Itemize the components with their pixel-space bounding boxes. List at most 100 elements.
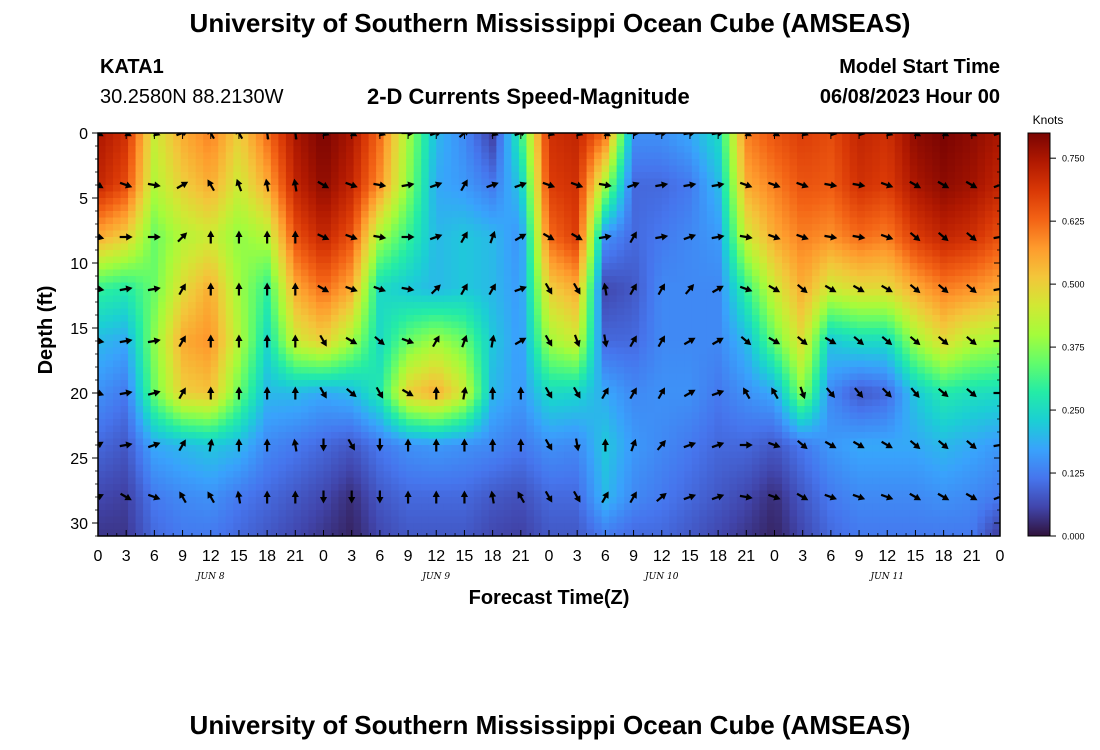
heat-cell xyxy=(691,503,700,511)
heat-cell xyxy=(323,458,332,466)
heat-cell xyxy=(391,477,400,485)
heat-cell xyxy=(120,328,129,336)
heat-cell xyxy=(594,393,603,401)
heat-cell xyxy=(413,243,422,251)
heat-cell xyxy=(218,419,227,427)
heat-cell xyxy=(285,230,295,238)
heat-cell xyxy=(533,139,543,147)
heat-cell xyxy=(233,399,242,407)
heat-cell xyxy=(323,133,332,141)
heat-cell xyxy=(549,263,558,271)
heat-cell xyxy=(413,471,422,479)
heat-cell xyxy=(240,321,249,329)
heat-cell xyxy=(293,172,302,180)
heat-cell xyxy=(466,302,475,310)
heat-cell xyxy=(541,152,550,160)
heat-cell xyxy=(113,360,122,368)
heat-cell xyxy=(225,165,234,173)
heat-cell xyxy=(233,529,242,536)
heat-cell xyxy=(165,165,174,173)
heat-cell xyxy=(571,263,580,271)
heat-cell xyxy=(639,367,648,375)
heat-cell xyxy=(165,406,174,414)
heat-cell xyxy=(541,315,550,323)
heat-cell xyxy=(120,341,129,349)
heat-cell xyxy=(278,484,287,492)
heat-cell xyxy=(609,276,618,284)
heat-cell xyxy=(128,523,137,531)
heat-cell xyxy=(225,152,234,160)
heat-cell xyxy=(158,315,167,323)
heat-cell xyxy=(624,393,633,401)
heat-cell xyxy=(458,464,467,472)
heat-cell xyxy=(150,484,159,492)
heat-cell xyxy=(98,360,107,368)
heat-cell xyxy=(323,269,332,277)
heat-cell xyxy=(639,263,648,271)
heat-cell xyxy=(661,237,670,245)
heat-cell xyxy=(383,315,392,323)
heat-cell xyxy=(616,152,625,160)
heat-cell xyxy=(383,289,392,297)
heat-cell xyxy=(451,204,460,212)
heat-cell xyxy=(451,282,460,290)
heat-cell xyxy=(285,133,295,141)
heat-cell xyxy=(616,230,625,238)
heat-cell xyxy=(383,503,392,511)
heat-cell xyxy=(579,451,588,459)
heat-cell xyxy=(218,503,227,511)
heat-cell xyxy=(549,393,558,401)
heat-cell xyxy=(503,451,513,459)
heat-cell xyxy=(684,204,693,212)
heat-cell xyxy=(218,198,227,206)
heat-cell xyxy=(488,523,497,531)
heat-cell xyxy=(135,198,144,206)
heat-cell xyxy=(669,152,678,160)
heat-cell xyxy=(173,165,182,173)
heat-cell xyxy=(285,412,295,420)
heat-cell xyxy=(684,380,693,388)
heat-cell xyxy=(684,295,693,303)
heat-cell xyxy=(609,425,618,433)
heat-cell xyxy=(180,224,189,232)
heat-cell xyxy=(586,523,595,531)
heat-cell xyxy=(210,490,219,498)
heat-cell xyxy=(300,367,310,375)
heat-cell xyxy=(135,139,144,147)
heat-cell xyxy=(383,529,392,536)
heat-cell xyxy=(391,360,400,368)
heat-cell xyxy=(308,159,317,167)
heat-cell xyxy=(98,523,107,531)
heat-cell xyxy=(353,178,362,186)
heat-cell xyxy=(579,185,588,193)
heat-cell xyxy=(616,412,625,420)
heat-cell xyxy=(203,484,212,492)
heat-cell xyxy=(105,451,114,459)
heat-cell xyxy=(353,185,362,193)
heat-cell xyxy=(556,237,565,245)
heat-cell xyxy=(383,373,392,381)
heat-cell xyxy=(308,276,317,284)
heat-cell xyxy=(391,451,400,459)
heat-cell xyxy=(691,523,700,531)
heat-cell xyxy=(278,172,287,180)
heat-cell xyxy=(233,321,242,329)
heat-cell xyxy=(488,159,497,167)
heat-cell xyxy=(346,315,355,323)
heat-cell xyxy=(541,302,550,310)
heat-cell xyxy=(180,295,189,303)
heat-cell xyxy=(391,380,400,388)
heat-cell xyxy=(541,198,550,206)
heat-cell xyxy=(383,211,392,219)
heat-cell xyxy=(383,438,392,446)
heat-cell xyxy=(436,315,445,323)
heat-cell xyxy=(413,133,422,141)
heat-cell xyxy=(383,393,392,401)
heat-cell xyxy=(361,224,370,232)
heat-cell xyxy=(526,399,535,407)
heat-cell xyxy=(225,315,234,323)
heat-cell xyxy=(113,451,122,459)
heat-cell xyxy=(413,256,422,264)
heat-cell xyxy=(601,315,610,323)
heat-cell xyxy=(143,282,152,290)
